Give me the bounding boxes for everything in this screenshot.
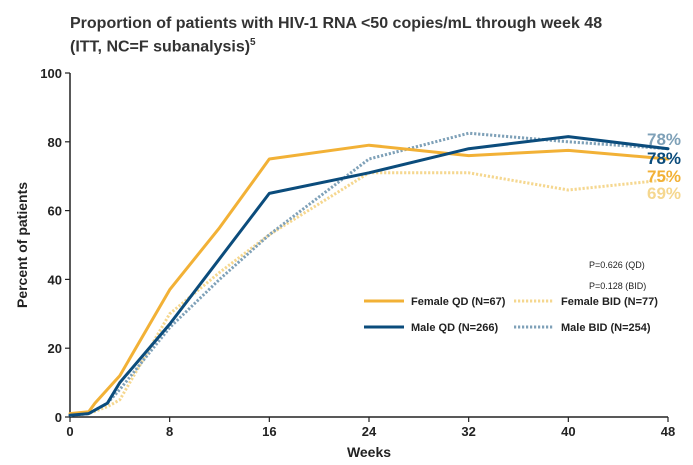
series-end-labels: 78%78%75%69%	[647, 130, 681, 203]
chart-legend: Female QD (N=67) Male QD (N=266) Female BI…	[364, 296, 658, 334]
x-tick-label-16: 16	[262, 424, 276, 439]
x-axis-ticks: 0 8 16 24 32 40 48	[66, 417, 675, 439]
chart-axes	[69, 73, 668, 418]
legend-label-0: Female QD (N=67)	[411, 296, 506, 308]
x-axis-label: Weeks	[347, 444, 391, 460]
x-tick-label-24: 24	[362, 424, 377, 439]
chart-title-line-1: Proportion of patients with HIV-1 RNA <5…	[70, 15, 603, 32]
legend-label-1: Male QD (N=266)	[411, 322, 498, 334]
series-end-label-2: 69%	[647, 184, 681, 203]
x-tick-label-8: 8	[166, 424, 173, 439]
y-axis-ticks: 0 20 40 60 80 100	[40, 66, 70, 425]
y-tick-label-60: 60	[48, 204, 62, 219]
x-tick-label-32: 32	[461, 424, 475, 439]
chart-title-reference: 5	[250, 37, 256, 48]
x-tick-label-40: 40	[561, 424, 575, 439]
y-tick-label-100: 100	[40, 66, 62, 81]
y-axis-label: Percent of patients	[14, 182, 30, 308]
chart-title-line-2-text: (ITT, NC=F subanalysis)	[70, 38, 251, 56]
chart-title-line-2: (ITT, NC=F subanalysis)5	[70, 33, 670, 56]
chart-series	[68, 131, 670, 417]
series-line-0	[68, 143, 670, 416]
y-tick-label-80: 80	[48, 135, 62, 150]
p-value-annotations: P=0.626 (QD) P=0.128 (BID)	[589, 260, 646, 291]
series-end-label-1: 78%	[647, 149, 681, 168]
series-line-1	[68, 135, 670, 417]
p-value-annotation-0: P=0.626 (QD)	[589, 260, 645, 270]
p-value-annotation-1: P=0.128 (BID)	[589, 281, 646, 291]
series-line-2	[69, 171, 669, 417]
y-tick-label-0: 0	[55, 410, 62, 425]
series-end-label-3: 78%	[647, 130, 681, 149]
series-line-3	[69, 131, 669, 417]
x-tick-label-48: 48	[661, 424, 675, 439]
legend-label-3: Male BID (N=254)	[561, 322, 651, 334]
x-tick-label-0: 0	[66, 424, 73, 439]
series-end-label-0: 75%	[647, 167, 681, 186]
chart-title: Proportion of patients with HIV-1 RNA <5…	[70, 14, 670, 56]
y-tick-label-20: 20	[48, 341, 62, 356]
y-tick-label-40: 40	[48, 272, 62, 287]
legend-label-2: Female BID (N=77)	[561, 296, 658, 308]
